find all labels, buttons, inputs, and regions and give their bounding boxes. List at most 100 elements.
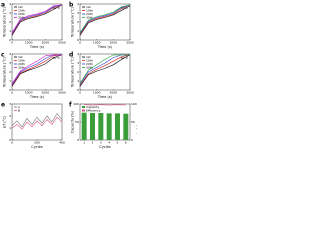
y-tick-label: 50 [75, 120, 79, 124]
panel-label: e [1, 102, 5, 109]
x-axis-label: Time (s) [97, 45, 113, 49]
panel-label: b [69, 2, 74, 9]
x-tick-label: 1000 [25, 41, 33, 45]
y-tick-label: 2 [77, 20, 79, 24]
x-tick-label: 0 [11, 91, 13, 95]
x-tick-label: 400 [59, 141, 65, 145]
series-line [79, 4, 131, 34]
series-line [79, 54, 130, 84]
y-tick-label: 1 [77, 29, 79, 33]
x-axis-label: Cycles [31, 145, 43, 149]
y-axis-label: Temperature (°C) [71, 56, 75, 88]
legend-label: 20th [18, 12, 25, 16]
legend-label: 1st [86, 5, 91, 9]
x-tick-label: 2000 [110, 91, 118, 95]
y-tick-label: 0 [9, 38, 11, 42]
x-axis-label: Cycles [99, 145, 111, 149]
y-tick-label: 1 [77, 79, 79, 83]
legend-swatch [82, 106, 85, 108]
y-tick-label: 1 [9, 79, 11, 83]
y2-axis-label: Efficiency (%) [136, 110, 137, 135]
x-tick-label: 2 [92, 141, 94, 145]
y2-tick-label: 50 [131, 120, 135, 124]
panel-label: a [1, 2, 5, 9]
legend-label: 10th [86, 59, 93, 63]
x-tick-label: 3000 [58, 41, 66, 45]
series-line [79, 54, 131, 87]
legend-swatch [82, 109, 85, 112]
series-line [11, 54, 63, 86]
series-line [79, 54, 131, 86]
series-line [79, 5, 131, 36]
legend-label: A [18, 105, 21, 109]
legend-label: Efficiency [86, 109, 101, 113]
x-tick-label: 1000 [25, 91, 33, 95]
x-tick-label: 2000 [42, 91, 50, 95]
y-tick-label: 2 [9, 114, 11, 118]
legend-label: B [18, 109, 20, 113]
legend-label: 20th [86, 12, 93, 16]
x-tick-label: 1 [83, 141, 85, 145]
bar [98, 113, 104, 140]
x-tick-label: 1000 [93, 91, 101, 95]
x-tick-label: 3 [100, 141, 102, 145]
series-line [79, 4, 131, 35]
y2-tick-label: 0 [131, 138, 133, 142]
x-tick-label: 1000 [93, 41, 101, 45]
y-tick-label: 0 [77, 88, 79, 92]
legend-label: 10th [86, 9, 93, 13]
annotation: 60°C [53, 56, 60, 60]
x-axis-label: Time (s) [29, 45, 45, 49]
x-tick-label: 200 [34, 141, 40, 145]
legend-label: 30th [18, 66, 25, 70]
legend-label: 30th [18, 16, 25, 20]
x-tick-label: 0 [11, 141, 13, 145]
x-tick-label: 3000 [126, 41, 134, 45]
x-tick-label: 4 [108, 141, 110, 145]
legend-label: 1st [18, 55, 23, 59]
y2-tick-label: 100 [131, 102, 137, 106]
series-line [11, 54, 63, 87]
x-tick-label: 0 [11, 41, 13, 45]
series-line [79, 4, 131, 33]
y-axis-label: Capacity (%) [71, 110, 75, 133]
y-tick-label: 3 [9, 11, 11, 15]
bar [123, 113, 129, 140]
legend-label: 10th [18, 59, 25, 63]
bar [106, 113, 112, 140]
x-tick-label: 5 [117, 141, 119, 145]
legend-label: 1st [86, 55, 91, 59]
bar [81, 112, 87, 140]
legend-label: 30th [86, 16, 93, 20]
y-tick-label: 3 [9, 61, 11, 65]
y-tick-label: 2 [9, 20, 11, 24]
series-line [11, 113, 63, 128]
x-tick-label: 0 [79, 91, 81, 95]
x-axis-label: Time (s) [97, 95, 113, 99]
panel-label: f [69, 102, 72, 109]
y-axis-label: Temperature (°C) [3, 6, 7, 38]
y-tick-label: 100 [73, 102, 79, 106]
y-tick-label: 4 [9, 52, 11, 56]
y-tick-label: 0 [77, 38, 79, 42]
y-tick-label: 3 [77, 11, 79, 15]
series-line [11, 4, 63, 33]
legend-label: 20th [18, 62, 25, 66]
panel-label: d [69, 52, 73, 59]
legend-label: 10th [18, 9, 25, 13]
y-tick-label: 0 [9, 88, 11, 92]
series-line [11, 54, 62, 84]
y-axis-label: ΔT (°C) [3, 115, 7, 128]
x-tick-label: 3000 [58, 91, 66, 95]
y-tick-label: 4 [77, 52, 79, 56]
series-line [11, 4, 63, 36]
x-tick-label: 3000 [126, 91, 134, 95]
y-tick-label: 0 [77, 138, 79, 142]
series-line [11, 116, 63, 130]
panel-label: c [1, 52, 5, 59]
x-tick-label: 0 [79, 41, 81, 45]
bar [115, 113, 120, 140]
y-tick-label: 4 [77, 2, 79, 6]
legend-label: 20th [86, 62, 93, 66]
